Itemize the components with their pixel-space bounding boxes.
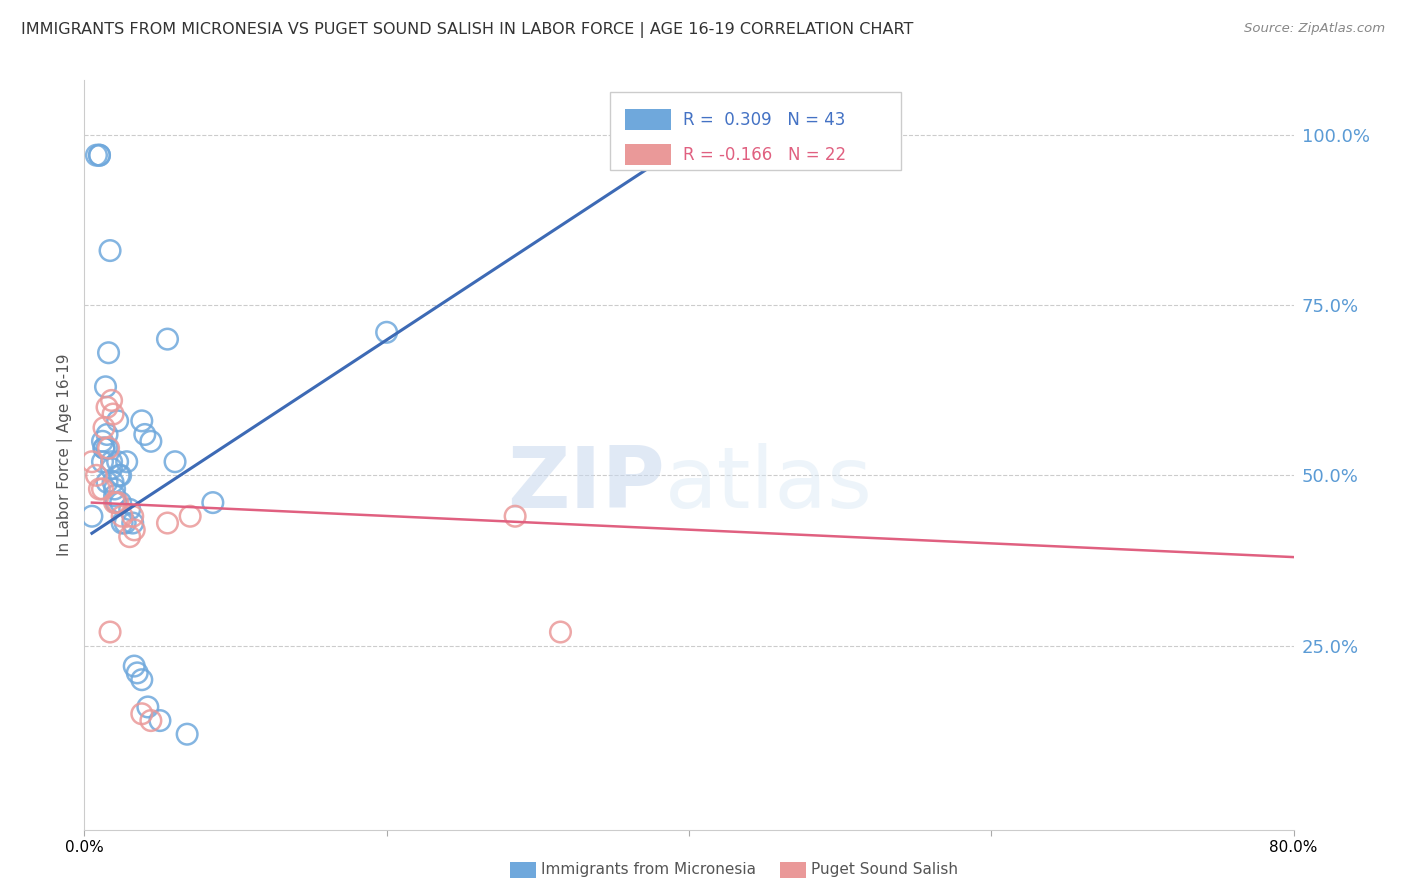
Point <box>80 455 103 469</box>
Point <box>149 714 172 728</box>
Point <box>94 380 117 394</box>
Point <box>176 727 198 741</box>
Point <box>122 659 145 673</box>
FancyBboxPatch shape <box>624 144 671 165</box>
Point <box>122 523 145 537</box>
FancyBboxPatch shape <box>624 110 671 130</box>
Point <box>105 495 128 509</box>
Point <box>139 434 162 449</box>
Point <box>118 530 141 544</box>
Point <box>136 700 159 714</box>
Point <box>121 509 143 524</box>
Text: R = -0.166   N = 22: R = -0.166 N = 22 <box>683 145 846 163</box>
Point <box>96 427 118 442</box>
Point <box>96 475 118 490</box>
Point <box>91 455 114 469</box>
Point <box>179 509 201 524</box>
Text: Source: ZipAtlas.com: Source: ZipAtlas.com <box>1244 22 1385 36</box>
Text: Puget Sound Salish: Puget Sound Salish <box>811 863 959 877</box>
Point <box>100 461 122 475</box>
Point <box>107 495 129 509</box>
Point <box>375 326 398 340</box>
Point <box>97 441 120 455</box>
Text: IMMIGRANTS FROM MICRONESIA VS PUGET SOUND SALISH IN LABOR FORCE | AGE 16-19 CORR: IMMIGRANTS FROM MICRONESIA VS PUGET SOUN… <box>21 22 914 38</box>
Point <box>104 489 127 503</box>
FancyBboxPatch shape <box>510 862 536 878</box>
Point <box>156 516 179 530</box>
Point <box>91 482 114 496</box>
Point <box>86 468 108 483</box>
Point <box>121 516 143 530</box>
Point <box>86 148 108 162</box>
Point <box>104 495 127 509</box>
Point <box>100 393 122 408</box>
Point <box>89 148 111 162</box>
Point <box>118 502 141 516</box>
Text: ZIP: ZIP <box>508 443 665 526</box>
Point <box>97 345 120 359</box>
Point <box>134 427 156 442</box>
Point <box>107 414 129 428</box>
Point <box>201 495 224 509</box>
Point <box>101 407 124 421</box>
Point <box>165 455 187 469</box>
Point <box>104 482 127 496</box>
Y-axis label: In Labor Force | Age 16-19: In Labor Force | Age 16-19 <box>58 353 73 557</box>
Point <box>127 665 149 680</box>
Point <box>91 434 114 449</box>
Point <box>110 495 132 509</box>
Point <box>98 244 121 258</box>
FancyBboxPatch shape <box>610 92 901 170</box>
Point <box>107 455 129 469</box>
FancyBboxPatch shape <box>780 862 806 878</box>
Text: Immigrants from Micronesia: Immigrants from Micronesia <box>541 863 756 877</box>
Point <box>80 509 103 524</box>
Text: atlas: atlas <box>665 443 873 526</box>
Point <box>550 625 572 640</box>
Point <box>93 441 115 455</box>
Point <box>111 516 134 530</box>
Point <box>101 475 124 490</box>
Point <box>108 468 131 483</box>
Point <box>131 673 153 687</box>
Point <box>156 332 179 346</box>
Point <box>110 468 132 483</box>
Point <box>96 441 118 455</box>
Point <box>131 706 153 721</box>
Point <box>89 148 111 162</box>
Point <box>98 625 121 640</box>
Point <box>503 509 526 524</box>
Point <box>89 482 111 496</box>
Point <box>139 714 162 728</box>
Point <box>100 455 122 469</box>
Point <box>93 441 115 455</box>
Point <box>115 455 138 469</box>
Point <box>96 401 118 415</box>
Point <box>93 420 115 434</box>
Text: R =  0.309   N = 43: R = 0.309 N = 43 <box>683 111 845 129</box>
Point <box>111 509 134 524</box>
Point <box>114 516 136 530</box>
Point <box>131 414 153 428</box>
